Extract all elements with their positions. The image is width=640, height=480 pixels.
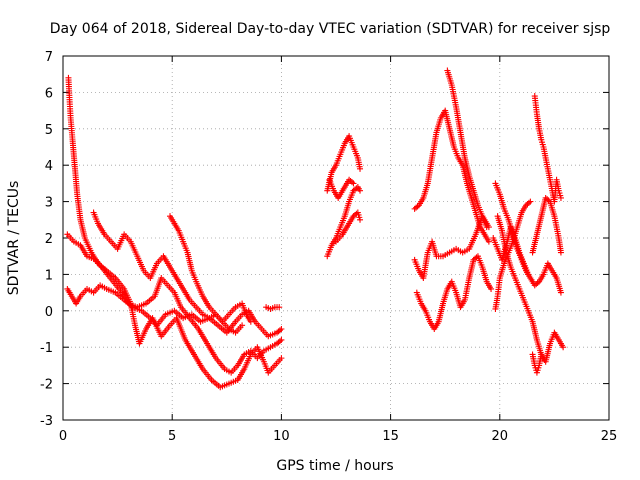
data-point <box>239 322 246 329</box>
data-point <box>278 326 285 332</box>
y-tick-label: -1 <box>40 341 53 356</box>
series-sat-u <box>492 198 534 312</box>
data-point <box>357 187 364 194</box>
y-tick-label: 1 <box>45 268 53 283</box>
y-tick-label: -2 <box>40 378 53 393</box>
y-tick-label: 2 <box>45 232 53 247</box>
x-axis-label: GPS time / hours <box>276 458 393 474</box>
axis-ticks: 0 5 10 15 20 25 -3 -2 -1 0 1 2 3 4 5 6 7 <box>40 50 617 444</box>
y-tick-label: 4 <box>45 159 53 174</box>
data-point <box>247 318 254 325</box>
data-point <box>557 289 564 296</box>
data-point <box>527 198 534 205</box>
data-point <box>485 238 492 245</box>
chart-title: Day 064 of 2018, Sidereal Day-to-day VTE… <box>50 21 611 37</box>
series-sat-r <box>529 194 564 256</box>
data-point <box>278 336 285 343</box>
series-sat-c <box>64 282 285 340</box>
series-sat-e <box>167 213 246 336</box>
x-tick-label: 20 <box>492 429 509 444</box>
series-sat-m <box>413 253 495 332</box>
series-sat-j <box>333 209 364 245</box>
y-tick-label: -3 <box>40 414 53 429</box>
data-point <box>557 249 564 256</box>
data-point <box>276 304 283 311</box>
x-tick-label: 0 <box>59 429 67 444</box>
series-sat-i <box>326 176 357 201</box>
series-sat-b <box>64 231 285 376</box>
x-tick-label: 15 <box>382 429 399 444</box>
data-point <box>350 180 357 187</box>
x-tick-label: 5 <box>168 429 176 444</box>
plot-frame <box>62 55 610 421</box>
series-sat-f <box>263 304 283 312</box>
y-tick-label: 7 <box>45 50 53 65</box>
data-point <box>525 271 532 278</box>
y-axis-label: SDTVAR / TECUs <box>6 181 22 296</box>
series-sat-k <box>411 107 492 245</box>
data-point <box>488 285 495 292</box>
y-tick-label: 3 <box>45 196 53 211</box>
data-point <box>538 351 545 358</box>
series-sat-s <box>529 351 545 376</box>
data-point <box>560 344 567 351</box>
data-point <box>557 194 564 201</box>
series-sat-n <box>444 67 490 231</box>
data-point <box>278 355 285 362</box>
data-points <box>64 67 567 391</box>
series-sat-l <box>411 213 492 282</box>
data-point <box>357 216 364 223</box>
series-sat-a <box>65 74 285 391</box>
series-sat-d <box>90 209 254 325</box>
data-point <box>483 224 490 231</box>
y-tick-label: 6 <box>45 86 53 101</box>
y-tick-label: 5 <box>45 123 53 138</box>
x-tick-label: 10 <box>273 429 290 444</box>
data-point <box>357 165 364 172</box>
series-sat-h <box>324 184 364 260</box>
x-tick-label: 25 <box>601 429 618 444</box>
y-tick-label: 0 <box>45 305 53 320</box>
series-sat-q <box>531 93 564 205</box>
